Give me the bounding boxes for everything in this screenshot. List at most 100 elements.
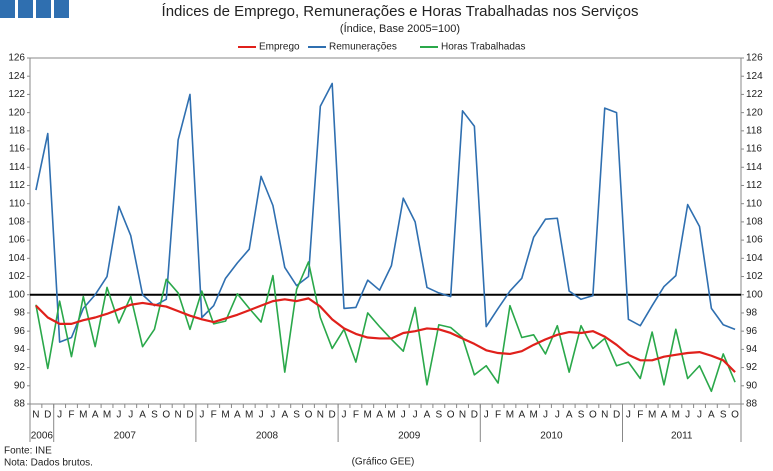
x-tick-label: M: [221, 410, 229, 421]
x-tick-label: J: [401, 410, 406, 421]
y-tick-label: 126: [8, 53, 25, 64]
x-tick-label: J: [555, 410, 560, 421]
y2-tick-label: 88: [746, 399, 758, 410]
x-tick-label: J: [199, 410, 204, 421]
x-tick-label: A: [518, 410, 525, 421]
year-label: 2009: [398, 431, 421, 442]
x-tick-label: O: [305, 410, 313, 421]
y2-tick-label: 102: [746, 271, 763, 282]
x-tick-label: A: [376, 410, 383, 421]
note: Nota: Dados brutos.: [4, 458, 93, 469]
year-label: 2006: [31, 431, 54, 442]
x-tick-label: J: [626, 410, 631, 421]
y2-tick-label: 110: [746, 198, 762, 209]
y2-tick-label: 122: [746, 89, 763, 100]
y-tick-label: 118: [9, 125, 25, 136]
y2-tick-label: 98: [746, 308, 758, 319]
series-line: [35, 297, 736, 373]
x-tick-label: O: [447, 410, 455, 421]
y-tick-label: 122: [8, 89, 25, 100]
x-tick-label: F: [353, 410, 359, 421]
x-tick-label: O: [731, 410, 739, 421]
x-tick-label: J: [697, 410, 702, 421]
y2-tick-label: 92: [746, 362, 758, 373]
logo-block: [18, 0, 33, 18]
y-tick-label: 96: [14, 326, 26, 337]
y2-tick-label: 90: [746, 380, 758, 391]
logo-block: [54, 0, 69, 18]
y-tick-label: 120: [8, 107, 25, 118]
y-tick-label: 112: [9, 180, 25, 191]
y-tick-label: 114: [9, 162, 25, 173]
x-tick-label: N: [601, 410, 608, 421]
y2-tick-label: 108: [746, 217, 763, 228]
x-tick-label: A: [281, 410, 288, 421]
x-tick-label: N: [32, 410, 39, 421]
x-tick-label: F: [211, 410, 217, 421]
x-tick-label: J: [116, 410, 121, 421]
y2-tick-label: 126: [746, 53, 763, 64]
y-tick-label: 104: [8, 253, 25, 264]
x-tick-label: M: [672, 410, 680, 421]
x-tick-label: J: [259, 410, 264, 421]
y2-tick-label: 112: [746, 180, 762, 191]
year-label: 2011: [671, 431, 693, 442]
x-tick-label: M: [529, 410, 537, 421]
y2-tick-label: 116: [746, 144, 762, 155]
y2-tick-label: 104: [746, 253, 763, 264]
x-tick-label: J: [342, 410, 347, 421]
y2-tick-label: 106: [746, 235, 763, 246]
x-tick-label: F: [495, 410, 501, 421]
x-tick-label: J: [484, 410, 489, 421]
x-tick-label: D: [186, 410, 193, 421]
y2-tick-label: 124: [746, 71, 763, 82]
x-tick-label: M: [648, 410, 656, 421]
x-tick-label: M: [387, 410, 395, 421]
y-tick-label: 102: [8, 271, 25, 282]
x-tick-label: J: [413, 410, 418, 421]
y-tick-label: 106: [8, 235, 25, 246]
y2-tick-label: 118: [746, 125, 762, 136]
x-tick-label: M: [103, 410, 111, 421]
y-tick-label: 108: [8, 217, 25, 228]
x-tick-label: A: [139, 410, 146, 421]
x-tick-label: J: [270, 410, 275, 421]
x-tick-label: A: [234, 410, 241, 421]
series-line: [35, 261, 736, 393]
chart-subtitle: (Índice, Base 2005=100): [340, 22, 460, 35]
logo-block: [36, 0, 51, 18]
x-tick-label: A: [661, 410, 668, 421]
x-tick-label: S: [293, 410, 300, 421]
x-tick-label: M: [245, 410, 253, 421]
x-tick-label: N: [459, 410, 466, 421]
y2-tick-label: 114: [746, 162, 762, 173]
x-tick-label: D: [44, 410, 51, 421]
x-tick-label: A: [708, 410, 715, 421]
x-tick-label: J: [128, 410, 133, 421]
x-tick-label: F: [637, 410, 643, 421]
x-tick-label: N: [317, 410, 324, 421]
x-tick-label: J: [57, 410, 62, 421]
source: Fonte: INE: [4, 446, 52, 457]
year-label: 2010: [540, 431, 563, 442]
y2-tick-label: 96: [746, 326, 758, 337]
y-tick-label: 98: [14, 308, 26, 319]
y2-tick-label: 100: [746, 289, 763, 300]
x-tick-label: S: [578, 410, 585, 421]
logo-block: [0, 0, 15, 18]
y-tick-label: 90: [14, 380, 26, 391]
x-tick-label: D: [613, 410, 620, 421]
x-tick-label: J: [543, 410, 548, 421]
y-tick-label: 94: [14, 344, 26, 355]
y2-tick-label: 94: [746, 344, 758, 355]
x-tick-label: D: [471, 410, 478, 421]
year-label: 2007: [114, 431, 137, 442]
x-tick-label: M: [79, 410, 87, 421]
y-tick-label: 116: [9, 144, 25, 155]
x-tick-label: S: [720, 410, 727, 421]
year-label: 2008: [256, 431, 279, 442]
x-tick-label: F: [68, 410, 74, 421]
plot-frame: [29, 57, 742, 405]
y-tick-label: 92: [14, 362, 26, 373]
